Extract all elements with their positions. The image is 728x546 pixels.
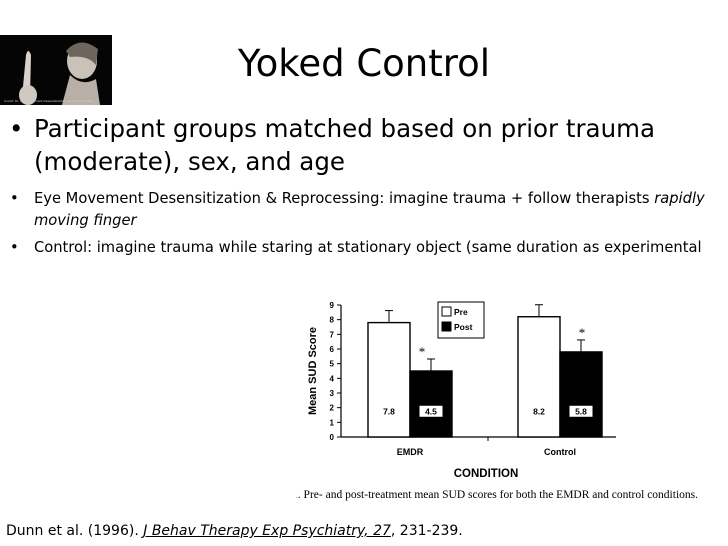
bullet-text: Participant groups matched based on prio… [34,114,655,176]
data-label-box [418,404,444,418]
citation-pages: , 231-239. [390,523,463,539]
bullet-item: • Eye Movement Desensitization & Reproce… [0,188,724,232]
x-tick-label: EMDR [397,447,424,457]
bar-pre [367,321,411,438]
bullet-item: • Participant groups matched based on pr… [0,112,724,178]
figure-caption: Figure 1. Pre- and post-treatment mean S… [296,489,698,501]
bar-chart: 0 1 2 3 4 5 6 7 8 9 Mean SUD Score 7.8 4.5 * 8.2 5.8 * EM… [296,301,698,501]
bullet-text: Control: imagine trauma while staring at… [34,239,702,256]
y-tick-label: 6 [330,345,335,354]
y-tick-label: 3 [330,389,335,398]
bullet-dot: • [9,114,24,143]
data-label: 7.8 [383,406,395,416]
legend-label: Pre [454,307,468,317]
y-tick-label: 9 [330,301,335,310]
citation-authors: Dunn et al. (1996). [6,523,144,539]
bullet-emphasis: rapidly moving finger [34,190,705,229]
bullet-text: Eye Movement Desensitization & Reprocess… [34,190,655,207]
significance-marker: * [419,344,426,359]
citation-journal: J Behav Therapy Exp Psychiatry, 27 [143,523,391,539]
bar-post [559,351,603,438]
y-tick-label: 0 [330,433,335,442]
x-tick-label: Control [544,447,576,457]
y-axis-label: Mean SUD Score [307,327,319,415]
sud-score-figure: 0 1 2 3 4 5 6 7 8 9 Mean SUD Score 7.8 4.5 * 8.2 5.8 * EM… [296,295,716,505]
data-label-box [568,404,594,418]
x-axis-label: CONDITION [454,468,519,480]
bullet-dot: • [10,190,19,207]
legend-label: Post [454,322,473,332]
legend-swatch [441,321,452,332]
significance-marker: * [579,325,586,340]
data-label: 5.8 [575,406,587,416]
photo-caption: Credit: Dr. Eye Movement Desensitization… [4,99,95,103]
citation: Dunn et al. (1996). J Behav Therapy Exp … [6,522,463,540]
y-tick-label: 2 [330,404,335,413]
y-tick-label: 1 [330,418,335,427]
bullet-dot: • [10,239,19,256]
legend-swatch [441,306,452,317]
slide-title: Yoked Control [237,42,491,85]
bullet-item: • Control: imagine trauma while staring … [0,237,724,259]
bar-pre [517,316,561,438]
data-label: 4.5 [425,406,437,416]
author-photo: Credit: Dr. Eye Movement Desensitization… [0,35,112,105]
photo-illustration [0,35,112,105]
bar-post [409,370,453,438]
data-label: 8.2 [533,406,545,416]
y-tick-label: 4 [330,374,335,383]
y-tick-label: 7 [330,330,335,339]
y-tick-label: 5 [330,360,335,369]
bullet-list: • Participant groups matched based on pr… [0,112,724,259]
y-tick-label: 8 [330,316,335,325]
